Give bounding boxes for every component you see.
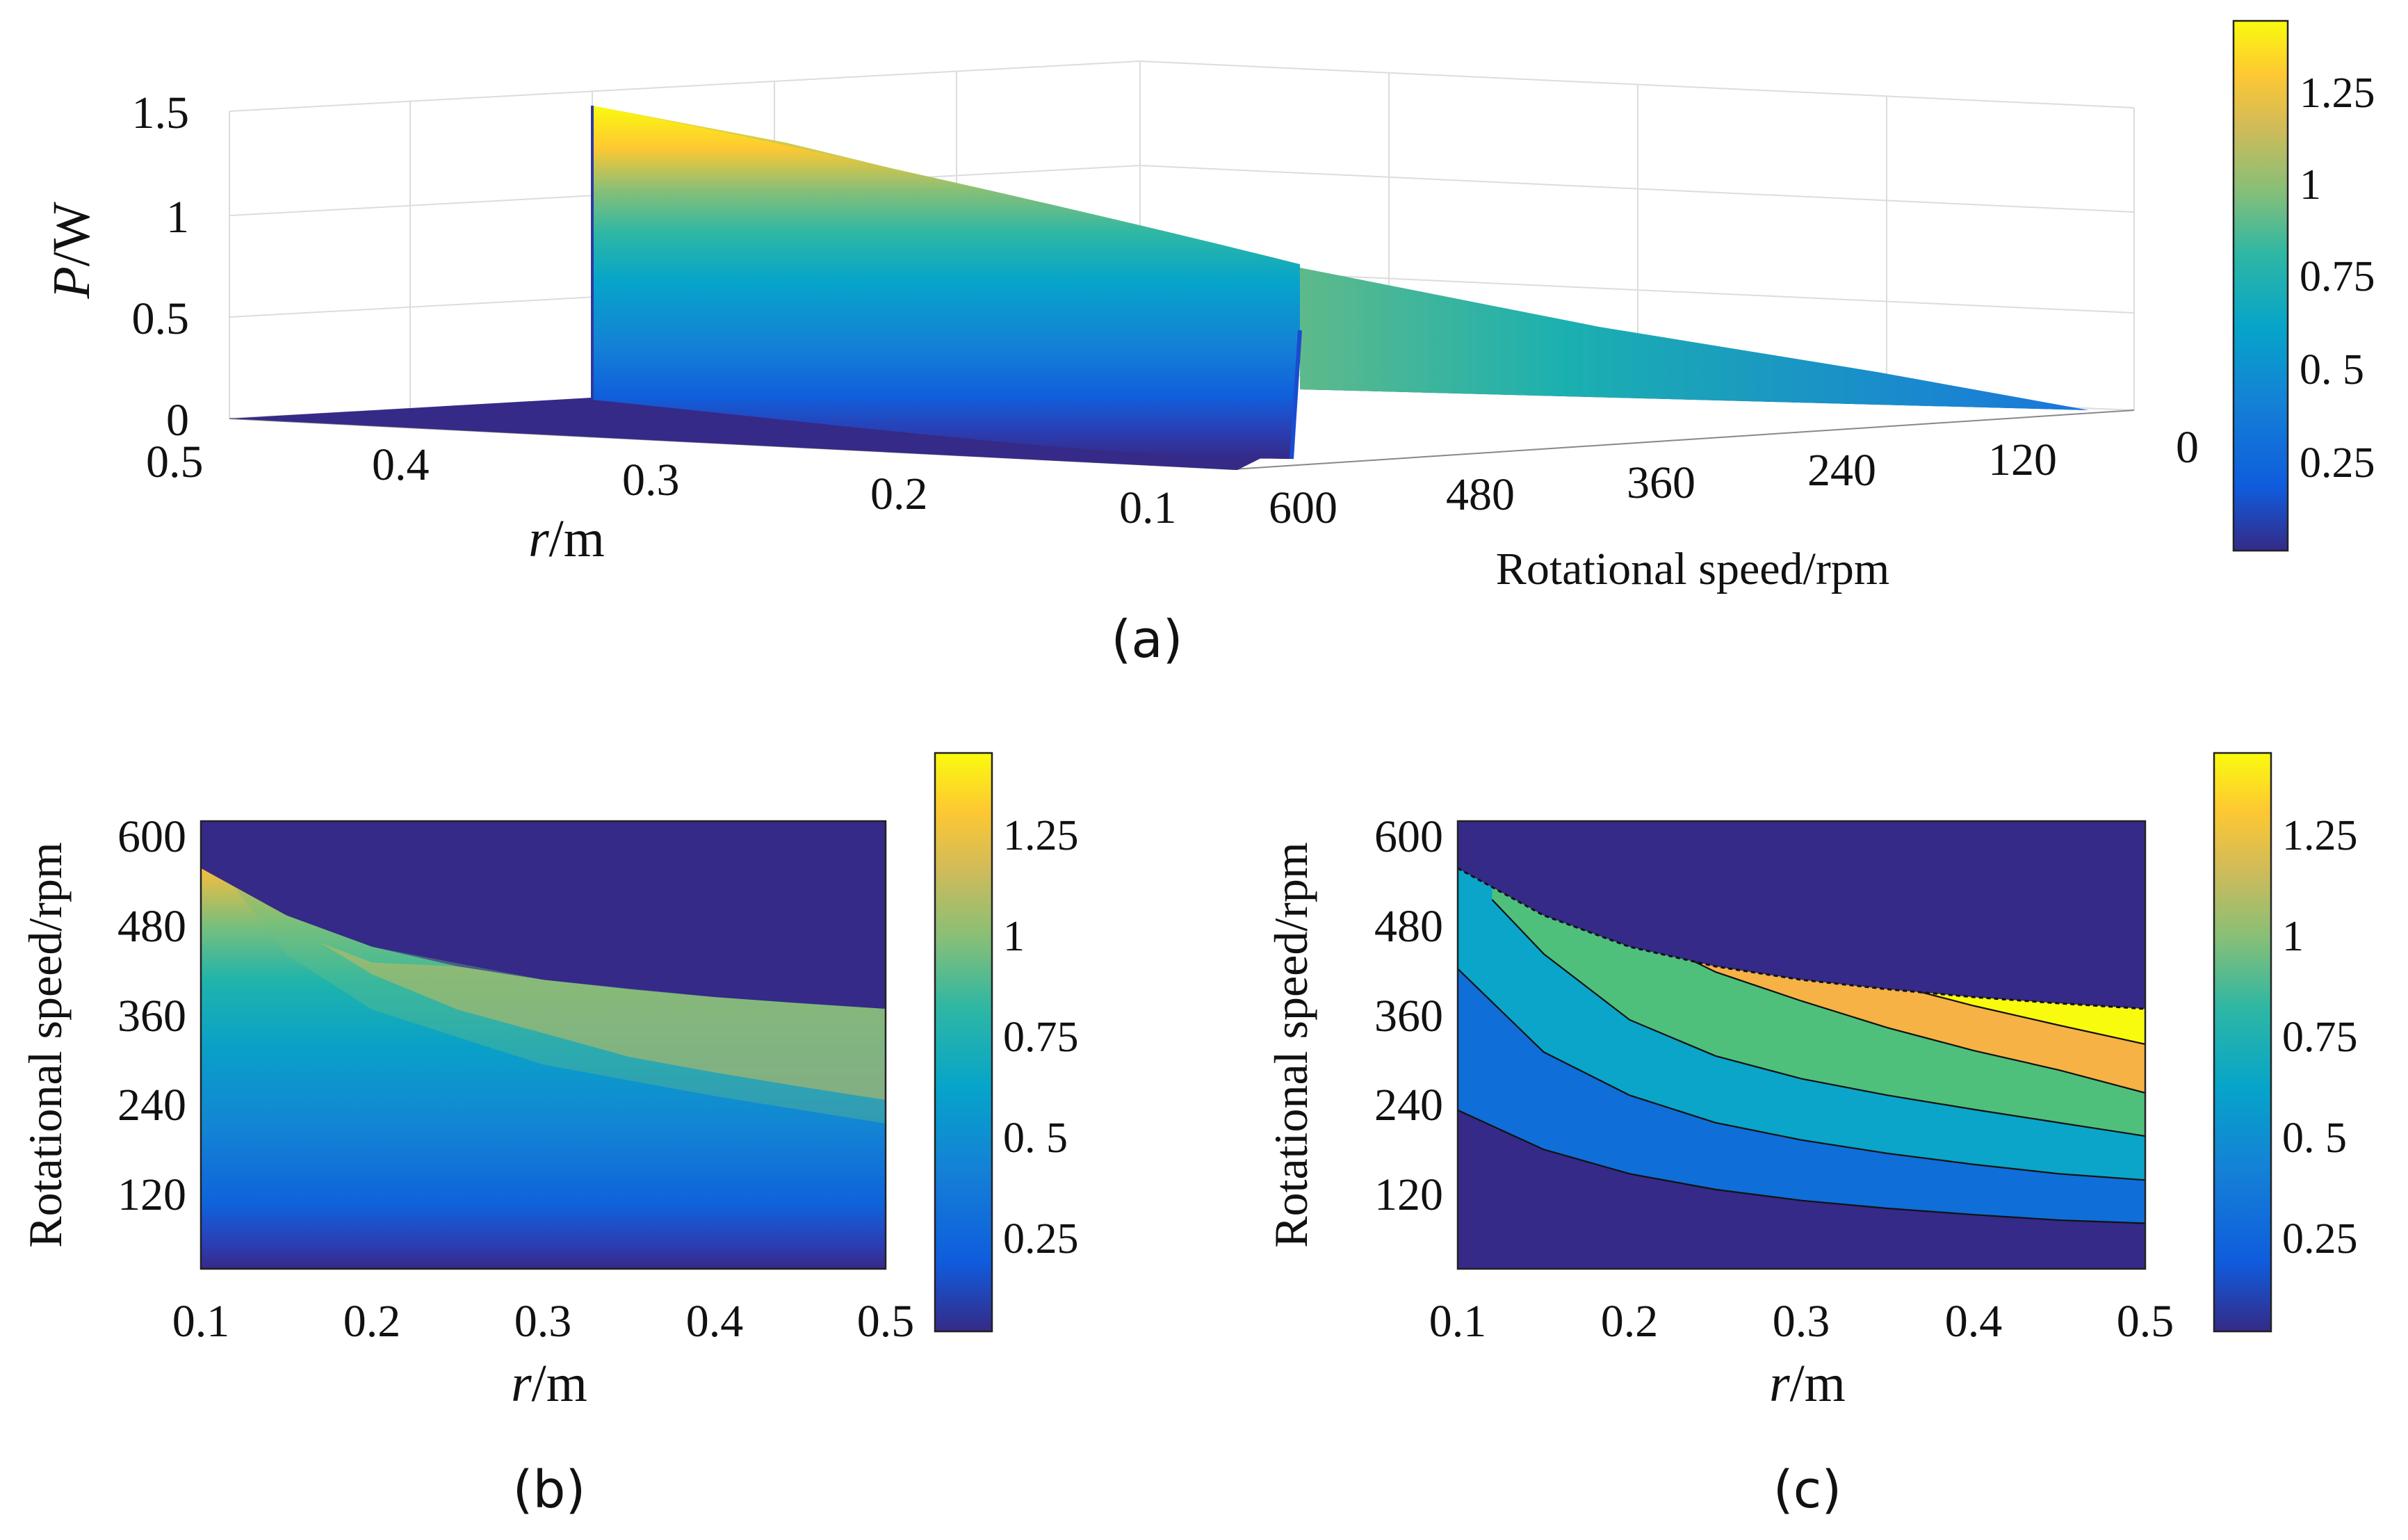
- y-tick: 600: [117, 811, 186, 862]
- c-y-axis-label: Rotational speed/rpm: [1264, 842, 1317, 1248]
- x-tick: 0.4: [1945, 1296, 2003, 1347]
- speed-tick: 600: [1269, 483, 1337, 533]
- colorbar-tick: 0.25: [1003, 1215, 1079, 1263]
- colorbar-tick: 0.75: [2300, 253, 2375, 300]
- contour-line-level-1: [1458, 1109, 2145, 1224]
- panel-c: 0.1 0.2 0.3 0.4 0.5 600 480 360 240 120 …: [1264, 752, 2358, 1520]
- x-tick: 0.5: [2117, 1296, 2174, 1347]
- y-tick: 360: [1374, 991, 1443, 1041]
- surface-front-face: [592, 106, 1300, 459]
- contour-fill-level-4: [1663, 946, 2145, 1093]
- z-tick: 0: [166, 395, 189, 446]
- speed-tick: 0: [2176, 422, 2199, 473]
- colorbar-gradient: [2213, 752, 2272, 1333]
- x-tick: 0.2: [343, 1296, 401, 1347]
- colorbar-tick: 0. 5: [2300, 346, 2364, 394]
- z-tick: 0.5: [132, 293, 190, 344]
- colorbar-tick: 1: [1003, 913, 1025, 960]
- colorbar-tick: 1: [2282, 913, 2304, 960]
- z-axis-label: P/W: [42, 202, 101, 300]
- colorbar-gradient: [2232, 19, 2289, 552]
- b-x-axis-label: r/m: [511, 1354, 587, 1413]
- contour-line-level-4: [1663, 946, 2145, 1094]
- colorbar-gradient: [934, 752, 993, 1333]
- colorbar-tick: 1.25: [2282, 812, 2358, 859]
- c-x-axis-label: r/m: [1769, 1354, 1846, 1413]
- c-y-ticks: 600 480 360 240 120: [1374, 811, 1443, 1220]
- r-tick: 0.4: [372, 439, 430, 490]
- b-y-ticks: 600 480 360 240 120: [117, 811, 186, 1220]
- colorbar-tick: 1.25: [2300, 70, 2375, 117]
- x-tick: 0.1: [1429, 1296, 1487, 1347]
- heatmap-highlight-inner: [235, 888, 886, 1124]
- colorbar-c: 0.25 0. 5 0.75 1 1.25: [2213, 752, 2358, 1333]
- colorbar-tick: 0.25: [2282, 1215, 2358, 1263]
- y-tick: 120: [117, 1169, 186, 1220]
- c-x-ticks: 0.1 0.2 0.3 0.4 0.5: [1429, 1296, 2174, 1347]
- colorbar-tick: 1: [2300, 161, 2321, 209]
- colorbar-b: 0.25 0. 5 0.75 1 1.25: [934, 752, 1079, 1333]
- speed-tick: 240: [1807, 445, 1876, 496]
- b-y-axis-label: Rotational speed/rpm: [19, 842, 72, 1248]
- y-tick: 480: [117, 901, 186, 952]
- r-tick: 0.3: [622, 455, 680, 505]
- colorbar-tick: 0. 5: [2282, 1115, 2347, 1162]
- speed-axis-ticks: 600 480 360 240 120 0: [1269, 422, 2199, 533]
- surface-floor: [229, 398, 1265, 470]
- colorbar-a: 0.25 0. 5 0.75 1 1.25: [2232, 19, 2375, 552]
- x-tick: 0.3: [1773, 1296, 1830, 1347]
- speed-axis-label: Rotational speed/rpm: [1496, 544, 1889, 594]
- x-tick: 0.2: [1601, 1296, 1659, 1347]
- r-axis-label: r/m: [528, 510, 605, 568]
- panel-b: 0.1 0.2 0.3 0.4 0.5 600 480 360 240 120 …: [19, 752, 1079, 1520]
- panel-c-label: (c): [1773, 1460, 1841, 1520]
- speed-tick: 360: [1627, 457, 1695, 508]
- x-tick: 0.5: [857, 1296, 915, 1347]
- y-tick: 120: [1374, 1169, 1443, 1220]
- y-tick: 600: [1374, 811, 1443, 862]
- contour-fill-level-3: [1492, 886, 2145, 1137]
- r-tick: 0.2: [870, 469, 928, 519]
- z-axis-ticks: 0 0.5 1 1.5: [132, 88, 190, 446]
- y-tick: 360: [117, 991, 186, 1041]
- contour-line-level-5: [1921, 991, 2145, 1045]
- x-tick: 0.1: [172, 1296, 230, 1347]
- contour-line-level-2: [1458, 968, 2145, 1181]
- panel-a-label: (a): [1111, 610, 1182, 670]
- r-axis-ticks: 0.5 0.4 0.3 0.2 0.1: [146, 437, 1177, 533]
- colorbar-tick: 0.25: [2300, 439, 2375, 487]
- speed-tick: 480: [1446, 469, 1515, 520]
- heatmap-highlight: [320, 943, 886, 1101]
- panel-a: 0 0.5 1 1.5 P/W 0.5 0.4 0.3 0.2 0.1 r/m …: [42, 19, 2375, 670]
- b-x-ticks: 0.1 0.2 0.3 0.4 0.5: [172, 1296, 915, 1347]
- r-tick: 0.1: [1119, 483, 1177, 533]
- x-tick: 0.3: [514, 1296, 572, 1347]
- x-tick: 0.4: [686, 1296, 744, 1347]
- colorbar-tick: 0. 5: [1003, 1115, 1068, 1162]
- y-tick: 240: [1374, 1080, 1443, 1130]
- contour-line-level-3: [1491, 899, 2145, 1137]
- y-tick: 240: [117, 1080, 186, 1130]
- contour-upper-region: [1458, 821, 2145, 1010]
- r-tick: 0.5: [146, 437, 204, 487]
- z-tick: 1.5: [132, 88, 190, 138]
- y-tick: 480: [1374, 901, 1443, 952]
- z-tick: 1: [166, 192, 189, 243]
- panel-b-label: (b): [513, 1460, 586, 1520]
- colorbar-tick: 0.75: [1003, 1014, 1079, 1061]
- colorbar-tick: 1.25: [1003, 812, 1079, 859]
- speed-tick: 120: [1988, 435, 2057, 485]
- colorbar-tick: 0.75: [2282, 1014, 2358, 1061]
